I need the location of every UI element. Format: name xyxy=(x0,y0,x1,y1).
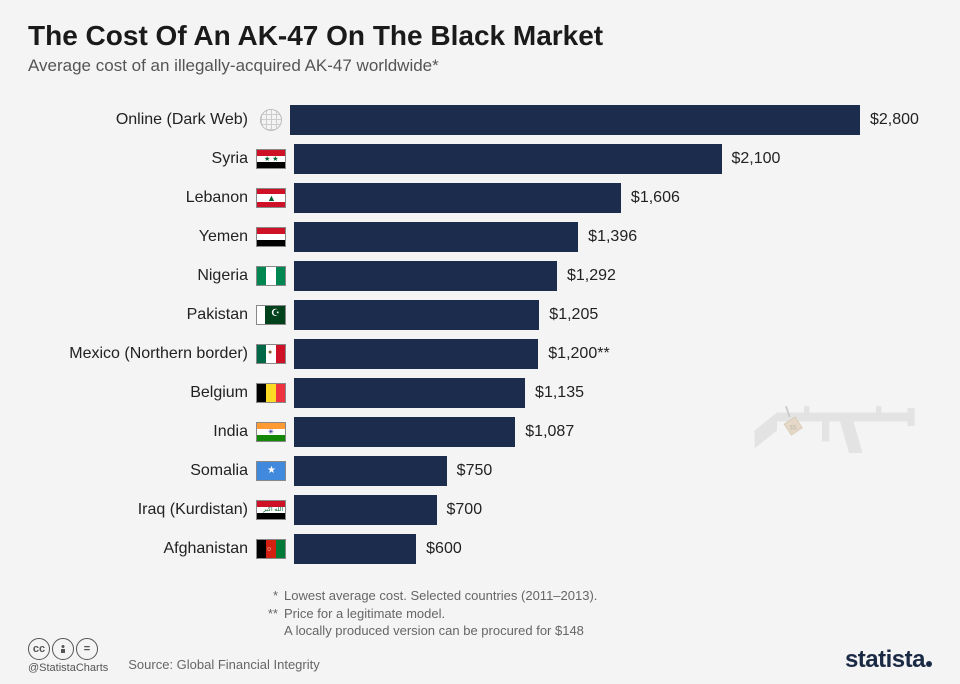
category-label: India xyxy=(28,423,256,441)
bar xyxy=(294,300,539,330)
bar xyxy=(294,534,416,564)
bar xyxy=(294,144,722,174)
bar xyxy=(294,456,447,486)
value-label: $700 xyxy=(447,501,483,519)
category-label: Syria xyxy=(28,150,256,168)
syria-flag-icon: ★ ★ xyxy=(256,149,286,169)
footnote-asterisk: ** xyxy=(264,605,284,623)
footnote-asterisk: * xyxy=(264,587,284,605)
value-label: $750 xyxy=(457,462,493,480)
footnote-text: Price for a legitimate model. xyxy=(284,605,445,623)
iraq-flag-icon: الله اكبر xyxy=(256,500,286,520)
lebanon-flag-icon: ▲ xyxy=(256,188,286,208)
attribution-left: cc = @StatistaCharts xyxy=(28,638,108,674)
category-label: Mexico (Northern border) xyxy=(28,345,256,363)
value-label: $1,292 xyxy=(567,267,616,285)
category-label: Online (Dark Web) xyxy=(28,111,256,129)
category-label: Lebanon xyxy=(28,189,256,207)
footnote-spacer xyxy=(264,622,284,640)
category-label: Iraq (Kurdistan) xyxy=(28,501,256,519)
globe-flag-icon xyxy=(260,109,282,131)
bar xyxy=(294,222,578,252)
bar-row: Nigeria $1,292 xyxy=(28,258,932,294)
cc-icon: cc xyxy=(28,638,50,660)
bar-row: Afghanistan۞ $600 xyxy=(28,531,932,567)
rifle-decoration-icon: $$ xyxy=(750,380,930,490)
value-label: $1,396 xyxy=(588,228,637,246)
bar-chart: Online (Dark Web) $2,800 Syria★ ★ $2,100 Leb… xyxy=(28,102,932,567)
bar-row: Iraq (Kurdistan)الله اكبر $700 xyxy=(28,492,932,528)
social-handle: @StatistaCharts xyxy=(28,662,108,674)
bar xyxy=(294,183,621,213)
category-label: Afghanistan xyxy=(28,540,256,558)
afghanistan-flag-icon: ۞ xyxy=(256,539,286,559)
pakistan-flag-icon: ☪ xyxy=(256,305,286,325)
mexico-flag-icon: ● xyxy=(256,344,286,364)
statista-logo: statista xyxy=(845,646,932,674)
value-label: $1,135 xyxy=(535,384,584,402)
cc-by-icon xyxy=(52,638,74,660)
value-label: $1,205 xyxy=(549,306,598,324)
chart-subtitle: Average cost of an illegally-acquired AK… xyxy=(28,56,932,76)
svg-text:$$: $$ xyxy=(790,425,798,432)
category-label: Pakistan xyxy=(28,306,256,324)
value-label: $1,200** xyxy=(548,345,609,363)
india-flag-icon: ✳ xyxy=(256,422,286,442)
belgium-flag-icon xyxy=(256,383,286,403)
bar-row: Mexico (Northern border)● $1,200** xyxy=(28,336,932,372)
value-label: $2,800 xyxy=(870,111,919,129)
bar xyxy=(294,378,525,408)
value-label: $600 xyxy=(426,540,462,558)
category-label: Belgium xyxy=(28,384,256,402)
value-label: $2,100 xyxy=(732,150,781,168)
bar xyxy=(294,495,437,525)
cc-nd-icon: = xyxy=(76,638,98,660)
bar-row: Online (Dark Web) $2,800 xyxy=(28,102,932,138)
value-label: $1,606 xyxy=(631,189,680,207)
bar-row: Pakistan☪ $1,205 xyxy=(28,297,932,333)
somalia-flag-icon: ★ xyxy=(256,461,286,481)
bar xyxy=(294,417,515,447)
bar-row: Syria★ ★ $2,100 xyxy=(28,141,932,177)
source-text: Source: Global Financial Integrity xyxy=(128,657,845,672)
bar-row: Yemen $1,396 xyxy=(28,219,932,255)
nigeria-flag-icon xyxy=(256,266,286,286)
bar xyxy=(294,261,557,291)
category-label: Nigeria xyxy=(28,267,256,285)
footnote-text: A locally produced version can be procur… xyxy=(284,622,584,640)
footnotes: * Lowest average cost. Selected countrie… xyxy=(264,587,932,640)
bar xyxy=(290,105,860,135)
category-label: Yemen xyxy=(28,228,256,246)
bar-row: Lebanon▲ $1,606 xyxy=(28,180,932,216)
category-label: Somalia xyxy=(28,462,256,480)
footnote-text: Lowest average cost. Selected countries … xyxy=(284,587,597,605)
bar xyxy=(294,339,538,369)
value-label: $1,087 xyxy=(525,423,574,441)
yemen-flag-icon xyxy=(256,227,286,247)
chart-title: The Cost Of An AK-47 On The Black Market xyxy=(28,20,932,52)
cc-license-icons: cc = xyxy=(28,638,108,660)
